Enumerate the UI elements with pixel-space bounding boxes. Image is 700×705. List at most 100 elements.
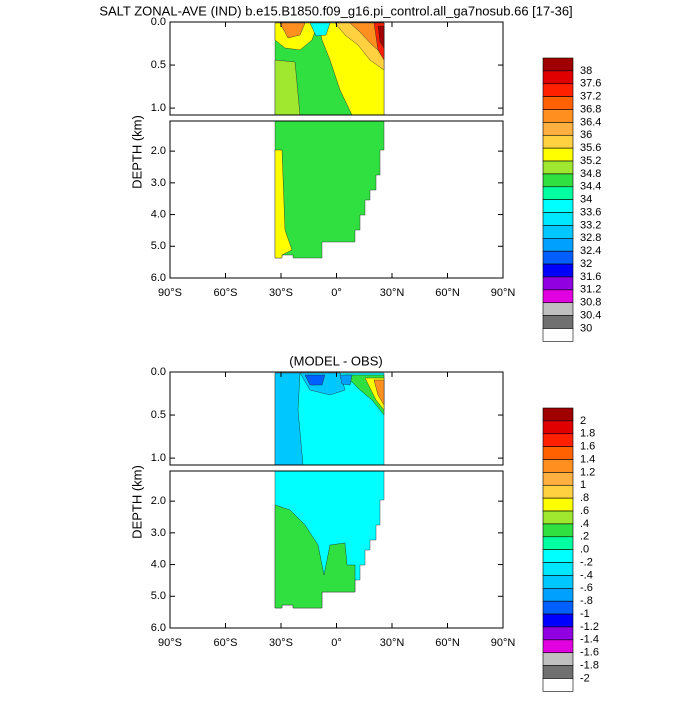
colorbar-box bbox=[542, 459, 574, 473]
colorbar-label: -.2 bbox=[580, 556, 593, 568]
colorbar-label: 35.2 bbox=[580, 155, 601, 167]
colorbar-box bbox=[542, 186, 574, 200]
colorbar-box bbox=[542, 446, 574, 460]
colorbar-box bbox=[542, 433, 574, 447]
colorbar-box bbox=[542, 238, 574, 252]
colorbar-label: 1.2 bbox=[580, 466, 595, 478]
colorbar-label: 33.6 bbox=[580, 206, 601, 218]
colorbar-label: 32 bbox=[580, 258, 592, 270]
colorbar-box bbox=[542, 328, 574, 342]
colorbar-box bbox=[542, 212, 574, 226]
x-tick-label: 30°S bbox=[269, 287, 293, 299]
colorbar-box bbox=[542, 407, 574, 422]
y-tick-label: 3.0 bbox=[151, 177, 166, 189]
colorbar-label: -1 bbox=[580, 608, 590, 620]
colorbar-box bbox=[542, 57, 574, 72]
colorbar-label: 34.8 bbox=[580, 168, 601, 180]
colorbar-box bbox=[542, 160, 574, 175]
y-tick-label: 2.0 bbox=[151, 145, 166, 157]
colorbar-box bbox=[542, 250, 574, 265]
panel: SALT ZONAL-AVE (IND) b.e15.B1850.f09_g16… bbox=[99, 3, 601, 342]
colorbar-label: -1.4 bbox=[580, 634, 599, 646]
colorbar-label: 35.6 bbox=[580, 142, 601, 154]
colorbar-box bbox=[542, 420, 574, 435]
colorbar-box bbox=[542, 109, 574, 123]
colorbar-box bbox=[542, 626, 574, 641]
y-tick-label: 5.0 bbox=[151, 590, 166, 602]
colorbar-label: -.4 bbox=[580, 569, 593, 581]
colorbar-box bbox=[542, 600, 574, 615]
colorbar-box bbox=[542, 523, 574, 538]
colorbar-label: -2 bbox=[580, 672, 590, 684]
colorbar-label: .4 bbox=[580, 518, 589, 530]
colorbar-box bbox=[542, 549, 574, 563]
colorbar-box bbox=[542, 652, 574, 666]
colorbar-label: .8 bbox=[580, 492, 589, 504]
y-tick-label: 3.0 bbox=[151, 527, 166, 539]
panel: (MODEL - OBS)21.81.61.41.21.8.6.4.2.0-.2… bbox=[129, 353, 599, 692]
colorbar-label: .2 bbox=[580, 531, 589, 543]
panel-title: SALT ZONAL-AVE (IND) b.e15.B1850.f09_g16… bbox=[99, 3, 572, 18]
contour-fill bbox=[339, 374, 353, 386]
colorbar-label: -1.6 bbox=[580, 647, 599, 659]
colorbar-label: -1.2 bbox=[580, 621, 599, 633]
x-tick-label: 90°N bbox=[491, 637, 516, 649]
colorbar-label: 37.2 bbox=[580, 91, 601, 103]
x-tick-label: 0° bbox=[331, 637, 342, 649]
x-tick-label: 30°N bbox=[380, 637, 405, 649]
y-tick-label: 6.0 bbox=[151, 622, 166, 634]
contour-fill bbox=[304, 374, 326, 386]
colorbar-label: 1.6 bbox=[580, 441, 595, 453]
colorbar-box bbox=[542, 263, 574, 278]
colorbar-box bbox=[542, 83, 574, 97]
colorbar-box bbox=[542, 510, 574, 525]
y-tick-label: 0.5 bbox=[151, 409, 166, 421]
x-tick-label: 90°S bbox=[158, 287, 182, 299]
y-tick-label: 1.0 bbox=[151, 452, 166, 464]
x-tick-label: 60°S bbox=[214, 637, 238, 649]
x-tick-label: 0° bbox=[331, 287, 342, 299]
colorbar-label: 1 bbox=[580, 479, 586, 491]
colorbar-box bbox=[542, 70, 574, 85]
colorbar-label: 36 bbox=[580, 129, 592, 141]
colorbar-box bbox=[542, 472, 574, 486]
colorbar-box bbox=[542, 289, 574, 304]
y-tick-label: 0.0 bbox=[151, 366, 166, 378]
colorbar-box bbox=[542, 147, 574, 162]
colorbar-label: 34.4 bbox=[580, 181, 601, 193]
colorbar-label: 32.8 bbox=[580, 232, 601, 244]
colorbar-label: 2 bbox=[580, 415, 586, 427]
y-tick-label: 5.0 bbox=[151, 240, 166, 252]
x-tick-label: 90°S bbox=[158, 637, 182, 649]
panel-title: (MODEL - OBS) bbox=[289, 353, 382, 368]
contour-fill bbox=[274, 504, 356, 609]
y-axis-label: DEPTH (km) bbox=[129, 465, 144, 539]
colorbar-label: 31.2 bbox=[580, 284, 601, 296]
colorbar-box bbox=[542, 665, 574, 679]
colorbar-box bbox=[542, 575, 574, 589]
colorbar-label: 1.8 bbox=[580, 428, 595, 440]
colorbar-box bbox=[542, 639, 574, 654]
y-tick-label: 1.0 bbox=[151, 102, 166, 114]
x-tick-label: 90°N bbox=[491, 287, 516, 299]
y-tick-label: 6.0 bbox=[151, 272, 166, 284]
colorbar-label: 33.2 bbox=[580, 219, 601, 231]
x-tick-label: 30°S bbox=[269, 637, 293, 649]
colorbar-label: 31.6 bbox=[580, 271, 601, 283]
contour-fill bbox=[377, 25, 385, 49]
colorbar-box bbox=[542, 199, 574, 213]
y-tick-label: 4.0 bbox=[151, 208, 166, 220]
colorbar-label: 36.8 bbox=[580, 103, 601, 115]
colorbar-box bbox=[542, 588, 574, 602]
colorbar-label: 36.4 bbox=[580, 116, 601, 128]
y-axis-label: DEPTH (km) bbox=[129, 115, 144, 189]
colorbar-label: 30 bbox=[580, 322, 592, 334]
colorbar-box bbox=[542, 562, 574, 576]
colorbar-box bbox=[542, 613, 574, 628]
colorbar-box bbox=[542, 315, 574, 329]
y-tick-label: 2.0 bbox=[151, 495, 166, 507]
colorbar-box bbox=[542, 122, 574, 136]
colorbar-label: -.8 bbox=[580, 595, 593, 607]
x-tick-label: 60°S bbox=[214, 287, 238, 299]
